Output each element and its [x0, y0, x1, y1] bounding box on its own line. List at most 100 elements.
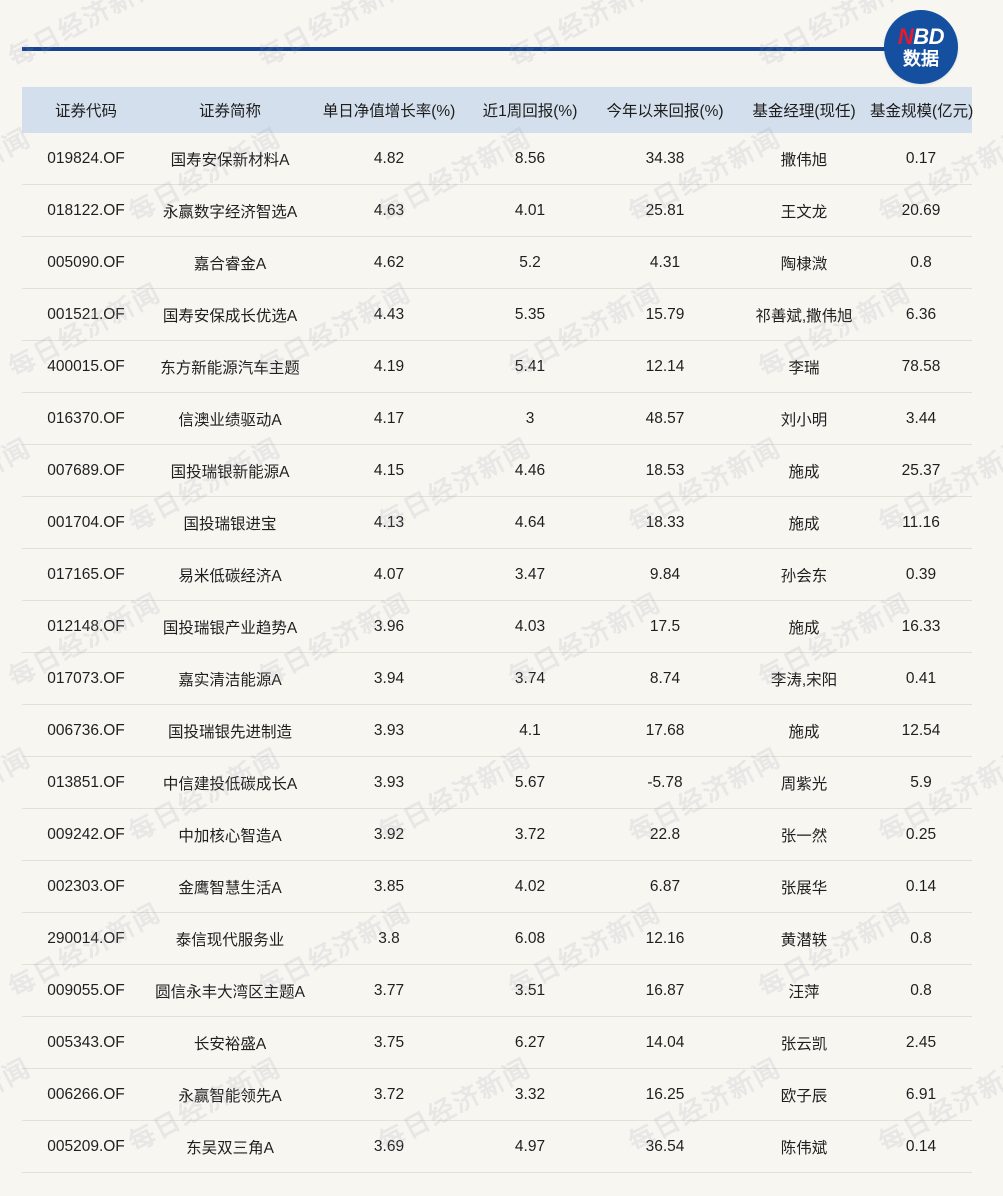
nbd-logo-subtitle: 数据	[903, 49, 939, 69]
watermark-text: 每日经济新闻	[3, 0, 166, 73]
cell-manager: 张一然	[738, 808, 870, 861]
cell-code: 005343.OF	[22, 1016, 150, 1069]
table-row: 290014.OF 泰信现代服务业 3.8 6.08 12.16 黄潜轶 0.8	[22, 912, 972, 965]
cell-name: 国投瑞银进宝	[150, 496, 310, 549]
cell-manager: 王文龙	[738, 184, 870, 237]
cell-daily-growth: 3.72	[310, 1068, 468, 1121]
column-header-scale[interactable]: 基金规模(亿元)	[870, 87, 973, 133]
cell-week-return: 4.02	[468, 860, 592, 913]
cell-week-return: 4.97	[468, 1120, 592, 1173]
cell-name: 国投瑞银新能源A	[150, 444, 310, 497]
table-body: 019824.OF 国寿安保新材料A 4.82 8.56 34.38 撒伟旭 0.17 018…	[22, 133, 972, 1173]
cell-week-return: 4.46	[468, 444, 592, 497]
cell-daily-growth: 4.43	[310, 288, 468, 341]
table-row: 017073.OF 嘉实清洁能源A 3.94 3.74 8.74 李涛,宋阳 0.41	[22, 652, 972, 705]
column-header-manager[interactable]: 基金经理(现任)	[738, 87, 870, 133]
cell-daily-growth: 4.17	[310, 392, 468, 445]
column-header-code[interactable]: 证券代码	[22, 87, 150, 133]
cell-code: 006736.OF	[22, 704, 150, 757]
table-row: 009242.OF 中加核心智造A 3.92 3.72 22.8 张一然 0.25	[22, 808, 972, 861]
cell-code: 013851.OF	[22, 756, 150, 809]
cell-ytd-return: 25.81	[592, 184, 738, 237]
cell-name: 信澳业绩驱动A	[150, 392, 310, 445]
cell-scale: 3.44	[870, 392, 972, 445]
column-header-ytd-return[interactable]: 今年以来回报(%)	[592, 87, 738, 133]
cell-daily-growth: 3.94	[310, 652, 468, 705]
cell-code: 002303.OF	[22, 860, 150, 913]
cell-manager: 张展华	[738, 860, 870, 913]
cell-scale: 0.8	[870, 236, 972, 289]
cell-ytd-return: 48.57	[592, 392, 738, 445]
cell-code: 017073.OF	[22, 652, 150, 705]
column-header-week-return[interactable]: 近1周回报(%)	[468, 87, 592, 133]
cell-week-return: 6.08	[468, 912, 592, 965]
cell-name: 圆信永丰大湾区主题A	[150, 964, 310, 1017]
cell-manager: 张云凯	[738, 1016, 870, 1069]
cell-name: 中加核心智造A	[150, 808, 310, 861]
cell-manager: 周紫光	[738, 756, 870, 809]
cell-daily-growth: 3.96	[310, 600, 468, 653]
cell-scale: 6.36	[870, 288, 972, 341]
cell-code: 001704.OF	[22, 496, 150, 549]
table-row: 007689.OF 国投瑞银新能源A 4.15 4.46 18.53 施成 25.37	[22, 444, 972, 497]
cell-name: 嘉合睿金A	[150, 236, 310, 289]
column-header-name[interactable]: 证券简称	[150, 87, 310, 133]
cell-scale: 11.16	[870, 496, 972, 549]
watermark-text: 每日经济新闻	[503, 0, 666, 73]
cell-name: 易米低碳经济A	[150, 548, 310, 601]
cell-name: 长安裕盛A	[150, 1016, 310, 1069]
cell-manager: 祁善斌,撒伟旭	[738, 288, 870, 341]
table-header-row: 证券代码 证券简称 单日净值增长率(%) 近1周回报(%) 今年以来回报(%) 基金经理(…	[22, 87, 973, 133]
watermark-text: 每日经济新闻	[253, 0, 416, 73]
cell-scale: 0.8	[870, 912, 972, 965]
table-header: 证券代码 证券简称 单日净值增长率(%) 近1周回报(%) 今年以来回报(%) 基金经理(…	[22, 87, 973, 133]
cell-daily-growth: 4.62	[310, 236, 468, 289]
cell-week-return: 3	[468, 392, 592, 445]
cell-code: 290014.OF	[22, 912, 150, 965]
cell-scale: 0.8	[870, 964, 972, 1017]
cell-code: 018122.OF	[22, 184, 150, 237]
cell-manager: 汪萍	[738, 964, 870, 1017]
header-rule	[22, 47, 950, 51]
cell-week-return: 3.47	[468, 548, 592, 601]
cell-scale: 16.33	[870, 600, 972, 653]
table-row: 009055.OF 圆信永丰大湾区主题A 3.77 3.51 16.87 汪萍 0.8	[22, 964, 972, 1017]
cell-ytd-return: 15.79	[592, 288, 738, 341]
nbd-logo: NBD 数据	[884, 10, 958, 84]
cell-ytd-return: 22.8	[592, 808, 738, 861]
cell-ytd-return: 34.38	[592, 133, 738, 185]
table-row: 017165.OF 易米低碳经济A 4.07 3.47 9.84 孙会东 0.39	[22, 548, 972, 601]
cell-scale: 25.37	[870, 444, 972, 497]
table-row: 400015.OF 东方新能源汽车主题 4.19 5.41 12.14 李瑞 78.58	[22, 340, 972, 393]
cell-ytd-return: 17.68	[592, 704, 738, 757]
cell-manager: 撒伟旭	[738, 133, 870, 185]
cell-week-return: 4.1	[468, 704, 592, 757]
cell-code: 001521.OF	[22, 288, 150, 341]
table-row: 005343.OF 长安裕盛A 3.75 6.27 14.04 张云凯 2.45	[22, 1016, 972, 1069]
cell-name: 东吴双三角A	[150, 1120, 310, 1173]
cell-ytd-return: 18.53	[592, 444, 738, 497]
cell-week-return: 5.35	[468, 288, 592, 341]
cell-daily-growth: 3.93	[310, 756, 468, 809]
cell-name: 国投瑞银先进制造	[150, 704, 310, 757]
cell-manager: 刘小明	[738, 392, 870, 445]
cell-daily-growth: 4.07	[310, 548, 468, 601]
cell-manager: 黄潜轶	[738, 912, 870, 965]
cell-manager: 孙会东	[738, 548, 870, 601]
cell-code: 005090.OF	[22, 236, 150, 289]
cell-daily-growth: 3.77	[310, 964, 468, 1017]
cell-daily-growth: 4.63	[310, 184, 468, 237]
cell-code: 007689.OF	[22, 444, 150, 497]
cell-daily-growth: 4.15	[310, 444, 468, 497]
cell-manager: 陈伟斌	[738, 1120, 870, 1173]
cell-code: 012148.OF	[22, 600, 150, 653]
cell-name: 国寿安保成长优选A	[150, 288, 310, 341]
cell-week-return: 3.51	[468, 964, 592, 1017]
table-row: 012148.OF 国投瑞银产业趋势A 3.96 4.03 17.5 施成 16.33	[22, 600, 972, 653]
cell-ytd-return: 4.31	[592, 236, 738, 289]
fund-table: 证券代码 证券简称 单日净值增长率(%) 近1周回报(%) 今年以来回报(%) 基金经理(…	[22, 87, 973, 1173]
cell-name: 东方新能源汽车主题	[150, 340, 310, 393]
column-header-daily-growth[interactable]: 单日净值增长率(%)	[310, 87, 468, 133]
cell-scale: 0.25	[870, 808, 972, 861]
cell-scale: 12.54	[870, 704, 972, 757]
